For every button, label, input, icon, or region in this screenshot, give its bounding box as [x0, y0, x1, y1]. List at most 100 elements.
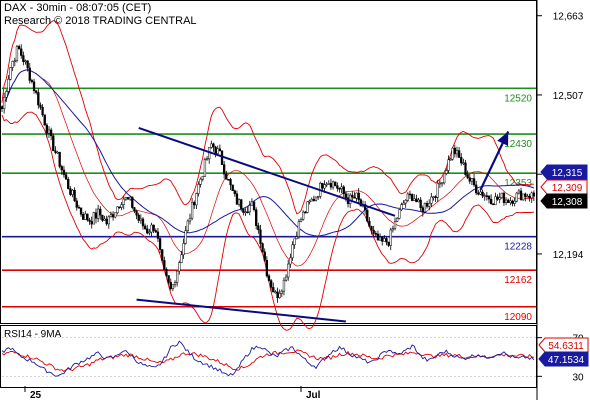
candle	[84, 210, 87, 221]
candle	[222, 160, 226, 179]
bollinger-upper	[1, 20, 534, 215]
candle	[173, 280, 177, 288]
candle	[197, 181, 200, 197]
candle	[434, 195, 437, 202]
candle	[389, 227, 392, 251]
candle	[116, 206, 119, 215]
candle	[45, 123, 49, 138]
candle	[445, 167, 448, 176]
candle	[406, 192, 409, 203]
candle	[165, 267, 168, 277]
candle	[284, 274, 288, 282]
rsi-line	[1, 340, 535, 377]
key-level-label: 12430	[504, 139, 532, 150]
candle	[432, 196, 435, 201]
candle	[400, 202, 403, 212]
candle	[233, 189, 236, 197]
candle	[193, 200, 196, 209]
candle	[295, 231, 298, 240]
price-tag: 12,308	[540, 193, 588, 209]
candle	[188, 213, 192, 225]
candle	[60, 164, 63, 175]
candle	[331, 180, 335, 190]
candle	[178, 260, 181, 275]
candle	[186, 219, 189, 233]
candle	[530, 191, 533, 203]
main-panel-frame	[0, 0, 537, 324]
candle	[131, 196, 134, 210]
candle	[246, 207, 249, 214]
candle	[402, 200, 405, 205]
candle	[374, 230, 377, 237]
candle	[257, 222, 260, 234]
candle	[428, 199, 431, 211]
candle	[342, 185, 345, 198]
rsi-tag-label: 54.6311	[548, 341, 584, 352]
candle	[496, 194, 499, 201]
chart-title: DAX - 30min - 08:07:05 (CET)	[4, 2, 151, 14]
candle	[15, 45, 19, 63]
candle	[201, 175, 204, 182]
candle	[225, 170, 228, 180]
candle	[7, 75, 10, 94]
candle	[312, 195, 316, 202]
projection-arrow-group	[479, 131, 510, 191]
rsi-tags: 54.6311 47.1534	[538, 337, 589, 367]
candle	[353, 192, 356, 199]
candle	[171, 284, 175, 292]
candle	[182, 238, 185, 259]
candle	[109, 211, 113, 218]
candle	[92, 211, 95, 225]
candle	[413, 193, 416, 201]
candle	[94, 208, 98, 224]
candle	[487, 195, 491, 204]
moving-average	[1, 69, 535, 237]
candle	[35, 90, 38, 95]
candle	[351, 191, 354, 201]
candle	[158, 237, 162, 254]
candle	[329, 178, 333, 190]
candle	[96, 204, 100, 223]
candle	[293, 238, 296, 249]
candle	[299, 217, 303, 223]
candle	[250, 198, 254, 206]
time-axis: 25 Jul	[24, 386, 321, 400]
candle	[99, 206, 102, 220]
candle	[47, 126, 51, 138]
candle	[154, 228, 157, 234]
candle	[227, 179, 230, 181]
candle	[526, 193, 529, 198]
candle	[381, 236, 384, 246]
candle	[276, 287, 279, 303]
candle	[43, 114, 46, 126]
candle	[287, 259, 290, 281]
candle	[336, 182, 339, 192]
price-tick-label: 12,507	[553, 91, 584, 102]
candle	[314, 196, 318, 202]
rsi-panel	[1, 337, 536, 377]
candle	[513, 197, 516, 207]
candle	[504, 197, 508, 206]
candle	[475, 180, 478, 196]
candle	[468, 174, 471, 184]
candle	[472, 173, 476, 187]
candle	[141, 217, 145, 230]
candle	[244, 208, 247, 217]
key-level-label: 12520	[504, 93, 532, 104]
candle	[9, 67, 12, 81]
candle	[5, 89, 8, 103]
candle	[82, 211, 85, 220]
candle	[502, 191, 506, 206]
rsi-tag: 47.1534	[538, 351, 589, 367]
candle	[135, 209, 138, 220]
price-tick-label: 12,194	[553, 250, 584, 261]
candle	[470, 178, 474, 186]
candle	[316, 195, 320, 200]
candle	[310, 197, 313, 202]
candle	[77, 204, 81, 209]
candle	[79, 207, 83, 217]
candle	[41, 104, 44, 117]
candle	[519, 187, 523, 201]
